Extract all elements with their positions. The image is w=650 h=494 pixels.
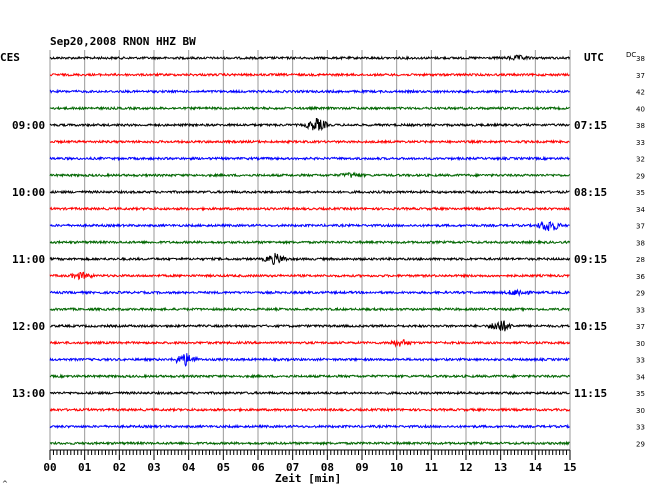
traces — [49, 54, 571, 446]
trace-row — [49, 220, 570, 232]
trace-row — [49, 271, 570, 281]
trace-row — [49, 373, 571, 380]
trace-row — [49, 390, 570, 396]
trace-row — [49, 88, 570, 95]
dc-value: 42 — [636, 89, 645, 97]
dc-value: 33 — [636, 306, 645, 314]
chart-title: Sep20,2008 RNON HHZ BW — [50, 35, 196, 48]
dc-value: 33 — [636, 424, 645, 432]
dc-value: 29 — [636, 172, 645, 180]
trace-row — [49, 118, 570, 132]
trace-row — [49, 72, 570, 78]
x-tick-label: 02 — [113, 461, 126, 474]
trace-row — [49, 423, 570, 430]
left-time-label: 13:00 — [12, 387, 45, 400]
x-tick-label: 09 — [355, 461, 368, 474]
x-tick-label: 01 — [78, 461, 92, 474]
x-tick-label: 15 — [563, 461, 576, 474]
dc-value: 28 — [636, 256, 645, 264]
left-time-label: 09:00 — [12, 119, 45, 132]
x-tick-label: 12 — [459, 461, 472, 474]
dc-value: 35 — [636, 189, 645, 197]
trace-row — [49, 440, 570, 446]
x-axis: 00 01 02 03 04 05 06 07 08 09 10 11 12 13 14 15 — [43, 449, 577, 474]
left-time-label: 12:00 — [12, 320, 45, 333]
trace-row — [50, 138, 570, 145]
x-tick-label: 10 — [390, 461, 403, 474]
x-tick-label: 04 — [182, 461, 196, 474]
dc-value: 38 — [636, 122, 645, 130]
trace-row — [49, 189, 570, 195]
dc-value: 32 — [636, 156, 645, 164]
trace-row — [49, 339, 571, 348]
right-axis-label: UTC — [584, 51, 604, 64]
dc-value: 37 — [636, 223, 645, 231]
x-tick-label: 08 — [321, 461, 334, 474]
grid — [49, 50, 571, 450]
trace-row — [49, 320, 570, 332]
dc-value: 37 — [636, 72, 645, 80]
right-time-labels: 07:15 08:15 09:15 10:15 11:15 — [574, 119, 607, 400]
dc-value: 36 — [636, 273, 645, 281]
right-time-label: 08:15 — [574, 186, 607, 199]
corner-mark: ^ — [2, 480, 8, 488]
trace-row — [49, 205, 570, 212]
dc-value: 30 — [636, 407, 645, 415]
left-time-labels: 09:00 10:00 11:00 12:00 13:00 — [12, 119, 45, 400]
dc-value: 34 — [636, 373, 645, 381]
x-tick-label: 13 — [494, 461, 507, 474]
dc-value: 33 — [636, 139, 645, 147]
x-tick-label: 00 — [43, 461, 56, 474]
x-tick-label: 06 — [251, 461, 265, 474]
trace-row — [49, 288, 570, 298]
left-axis-label: CES — [0, 51, 20, 64]
dc-value: 38 — [636, 55, 645, 63]
x-tick-label: 05 — [217, 461, 230, 474]
dc-value: 29 — [636, 440, 645, 448]
x-axis-label: Zeit [min] — [275, 472, 341, 485]
right-time-label: 07:15 — [574, 119, 607, 132]
dc-value: 34 — [636, 206, 645, 214]
dc-value: 30 — [636, 340, 645, 348]
trace-row — [49, 306, 570, 313]
x-tick-label: 03 — [147, 461, 160, 474]
trace-row — [49, 54, 571, 62]
trace-row — [49, 239, 571, 246]
right-time-label: 09:15 — [574, 253, 607, 266]
trace-row — [49, 252, 571, 265]
x-tick-label: 14 — [529, 461, 543, 474]
dc-label: DC — [626, 51, 636, 59]
right-time-label: 11:15 — [574, 387, 607, 400]
dc-value: 35 — [636, 390, 645, 398]
left-time-label: 11:00 — [12, 253, 45, 266]
x-tick-label: 07 — [286, 461, 299, 474]
dc-values: 38 37 42 40 38 33 32 29 35 34 37 38 28 36 29 33 37 30 33 34… — [636, 55, 645, 448]
dc-value: 37 — [636, 323, 645, 331]
dc-value: 33 — [636, 357, 645, 365]
trace-row — [49, 406, 571, 413]
dc-value: 40 — [636, 105, 645, 113]
trace-row — [49, 105, 570, 111]
x-tick-label: 11 — [425, 461, 439, 474]
trace-row — [49, 353, 570, 367]
trace-row — [49, 171, 571, 179]
left-time-label: 10:00 — [12, 186, 45, 199]
dc-value: 29 — [636, 290, 645, 298]
trace-row — [49, 155, 570, 162]
right-time-label: 10:15 — [574, 320, 607, 333]
dc-value: 38 — [636, 239, 645, 247]
